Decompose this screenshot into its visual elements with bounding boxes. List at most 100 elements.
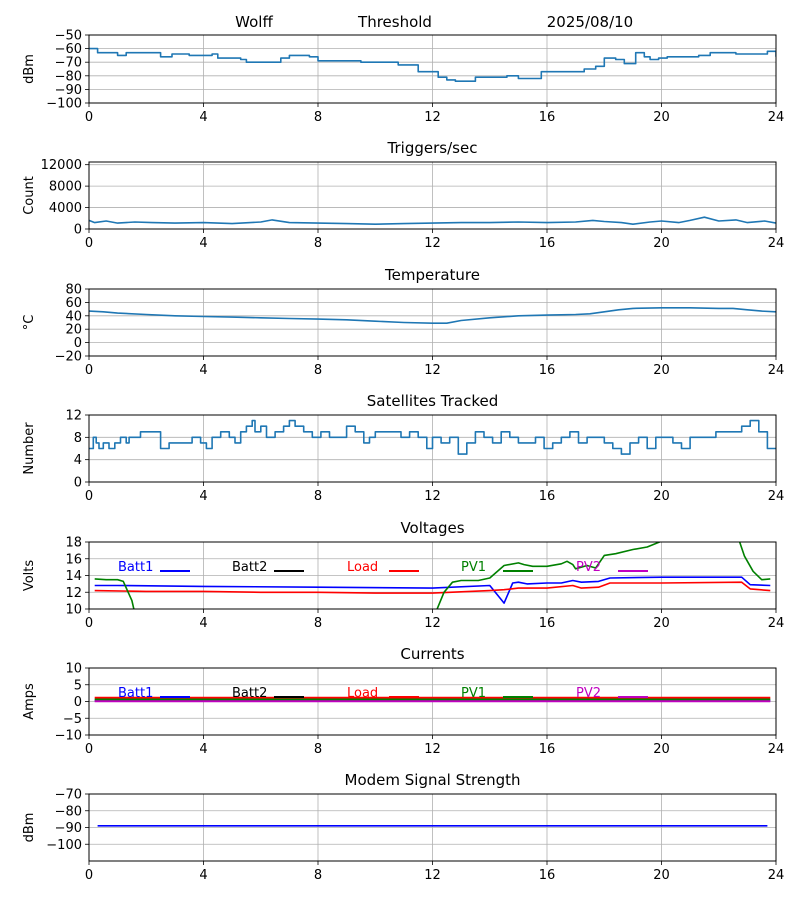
x-tick-label: 16 xyxy=(539,363,556,378)
x-tick-label: 0 xyxy=(85,868,93,883)
x-tick-label: 20 xyxy=(653,742,670,757)
x-tick-label: 8 xyxy=(314,363,322,378)
legend-label-batt2: Batt2 xyxy=(232,560,267,575)
y-tick-label: 14 xyxy=(65,569,82,584)
x-tick-label: 0 xyxy=(85,489,93,504)
x-tick-label: 24 xyxy=(768,868,785,883)
x-tick-label: 20 xyxy=(653,489,670,504)
legend-label-pv1: PV1 xyxy=(461,560,486,575)
y-tick-label: −50 xyxy=(55,29,82,44)
y-tick-label: 0 xyxy=(74,695,82,710)
chart-title: Modem Signal Strength xyxy=(345,771,521,789)
y-tick-label: −90 xyxy=(55,821,82,836)
axes-frame xyxy=(88,793,777,862)
y-tick-label: −70 xyxy=(55,788,82,803)
axes-frame xyxy=(88,161,777,230)
y-tick-label: −5 xyxy=(63,712,82,727)
x-tick-label: 0 xyxy=(85,110,93,125)
series-line-batt1 xyxy=(94,576,771,604)
x-tick-label: 16 xyxy=(539,489,556,504)
series-line-temperature-0 xyxy=(89,306,776,325)
y-axis-label: Volts xyxy=(22,560,37,592)
x-tick-label: 20 xyxy=(653,868,670,883)
x-tick-label: 4 xyxy=(199,489,207,504)
y-axis-label: Amps xyxy=(22,683,37,720)
legend-label-pv2: PV2 xyxy=(576,560,601,575)
y-axis-label: dBm xyxy=(22,54,37,84)
legend-label-pv1: PV1 xyxy=(461,686,486,701)
y-tick-label: 10 xyxy=(65,603,82,618)
chart-title: Triggers/sec xyxy=(387,139,478,157)
y-tick-label: 16 xyxy=(65,552,82,567)
y-tick-label: 0 xyxy=(74,223,82,238)
x-tick-label: 16 xyxy=(539,236,556,251)
y-tick-label: 0 xyxy=(74,336,82,351)
chart-title: Satellites Tracked xyxy=(367,392,498,410)
chart-modem: Modem Signal Strength 0 4 8 12 16 20 24 −100 −90 −… xyxy=(22,771,784,883)
y-tick-label: 40 xyxy=(65,309,82,324)
x-tick-label: 16 xyxy=(539,110,556,125)
legend-label-batt2: Batt2 xyxy=(232,686,267,701)
y-tick-label: 0 xyxy=(74,476,82,491)
series-line-triggers-0 xyxy=(89,216,776,225)
y-axis-label: Number xyxy=(22,422,37,475)
y-tick-label: 20 xyxy=(65,323,82,338)
x-tick-label: 20 xyxy=(653,616,670,631)
x-tick-label: 12 xyxy=(424,110,441,125)
x-tick-label: 16 xyxy=(539,868,556,883)
x-tick-label: 8 xyxy=(314,868,322,883)
y-tick-label: −100 xyxy=(46,97,82,112)
axes-frame xyxy=(88,541,777,610)
y-axis-label: Count xyxy=(22,176,37,215)
y-tick-label: 5 xyxy=(74,678,82,693)
x-tick-label: 8 xyxy=(314,616,322,631)
x-tick-label: 4 xyxy=(199,868,207,883)
y-tick-label: −80 xyxy=(55,69,82,84)
x-tick-label: 4 xyxy=(199,742,207,757)
x-tick-label: 12 xyxy=(424,489,441,504)
series-line-satellites-0 xyxy=(89,419,776,455)
header-date: 2025/08/10 xyxy=(547,13,633,31)
chart-threshold: 0 4 8 12 16 20 24 −100−90−80−70−60−50 dBm xyxy=(22,29,784,126)
header-station: Wolff xyxy=(235,13,273,31)
x-tick-label: 4 xyxy=(199,616,207,631)
x-tick-label: 0 xyxy=(85,616,93,631)
legend-label-load: Load xyxy=(347,560,378,575)
y-tick-label: 18 xyxy=(65,536,82,551)
x-tick-label: 16 xyxy=(539,742,556,757)
x-tick-label: 24 xyxy=(768,742,785,757)
x-tick-label: 12 xyxy=(424,363,441,378)
axes-frame xyxy=(88,667,777,736)
y-tick-label: −10 xyxy=(55,729,82,744)
chart-panels: 0 4 8 12 16 20 24−100−90−80−70−60−50dBmTrigger… xyxy=(22,29,784,884)
y-tick-label: 12 xyxy=(65,409,82,424)
axes-frame xyxy=(88,288,777,357)
x-tick-label: 24 xyxy=(768,236,785,251)
series-line-threshold-0 xyxy=(89,47,776,82)
y-axis-label: dBm xyxy=(22,813,37,843)
y-axis-label: °C xyxy=(22,315,37,331)
x-tick-label: 12 xyxy=(424,236,441,251)
header-mode: Threshold xyxy=(357,13,432,31)
legend-label-batt1: Batt1 xyxy=(118,560,153,575)
y-tick-label: −90 xyxy=(55,83,82,98)
chart-triggers: Triggers/sec 0 4 8 12 16 20 24 0 4000 8000 12000 Cou… xyxy=(22,139,784,251)
x-tick-label: 12 xyxy=(424,742,441,757)
x-tick-label: 24 xyxy=(768,489,785,504)
x-tick-label: 8 xyxy=(314,110,322,125)
x-tick-label: 12 xyxy=(424,616,441,631)
y-tick-label: −80 xyxy=(55,804,82,819)
y-tick-label: 4000 xyxy=(49,201,82,216)
y-tick-label: 60 xyxy=(65,296,82,311)
y-tick-label: −100 xyxy=(46,838,82,853)
x-tick-label: 24 xyxy=(768,110,785,125)
x-tick-label: 0 xyxy=(85,363,93,378)
x-tick-label: 0 xyxy=(85,742,93,757)
x-tick-label: 24 xyxy=(768,363,785,378)
legend-label-pv2: PV2 xyxy=(576,686,601,701)
y-tick-label: −60 xyxy=(55,42,82,57)
